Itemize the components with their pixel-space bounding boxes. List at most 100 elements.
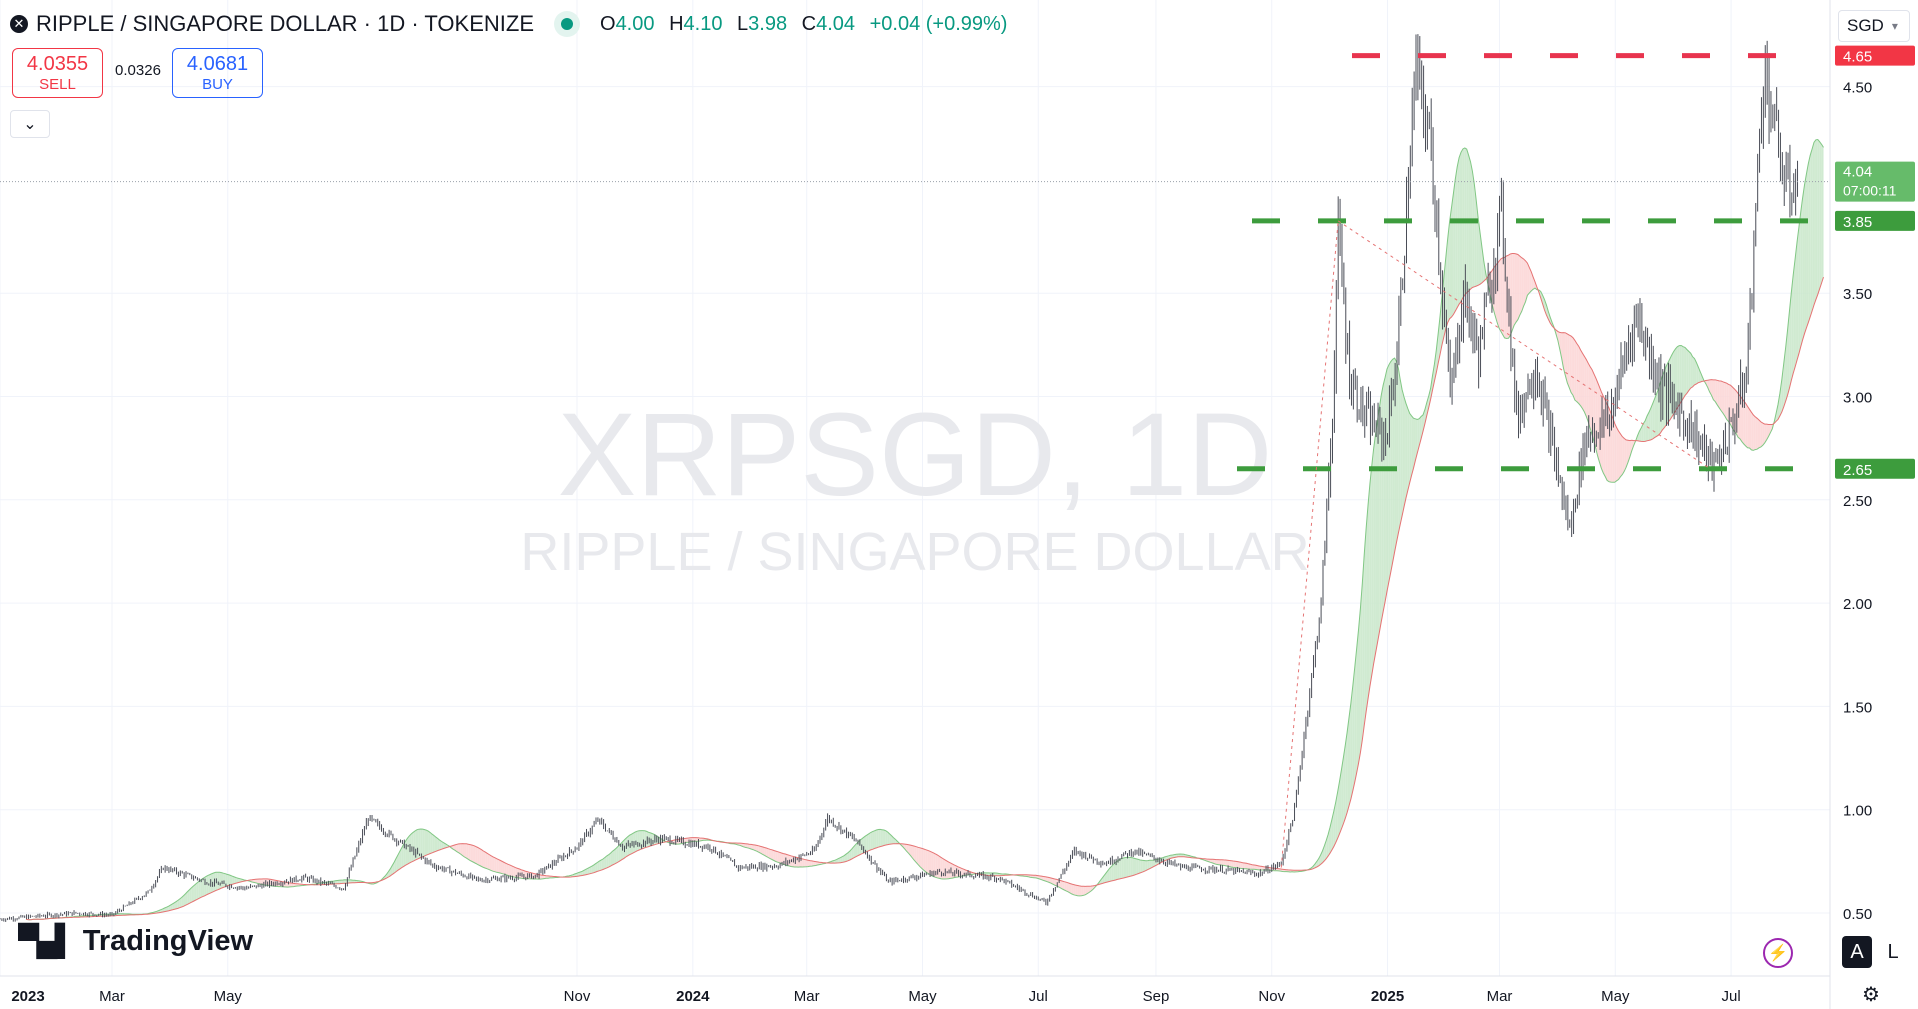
lightning-icon[interactable]: ⚡ <box>1763 938 1793 968</box>
cloud-bull-segment <box>187 890 190 905</box>
cloud-bear-segment <box>768 848 771 859</box>
cloud-bear-segment <box>694 837 697 842</box>
cloud-bear-segment <box>1032 875 1034 878</box>
cloud-bull-segment <box>1817 139 1820 295</box>
cloud-bear-segment <box>1584 356 1587 417</box>
cloud-bear-segment <box>1069 883 1072 895</box>
cloud-bull-segment <box>1330 819 1332 854</box>
cloud-bear-segment <box>1743 400 1746 447</box>
cloud-bull-segment <box>229 874 231 886</box>
cloud-bull-segment <box>1147 860 1150 870</box>
cloud-bull-segment <box>580 871 583 876</box>
symbol-title[interactable]: RIPPLE / SINGAPORE DOLLAR · 1D · TOKENIZ… <box>36 11 534 36</box>
cloud-bear-segment <box>1219 859 1222 866</box>
cloud-bull-segment <box>882 829 884 847</box>
cloud-bull-segment <box>185 891 188 906</box>
cloud-bear-segment <box>1221 859 1224 866</box>
cloud-bull-segment <box>1648 408 1651 441</box>
currency-label: SGD <box>1847 16 1884 35</box>
cloud-bull-segment <box>1806 163 1809 328</box>
cloud-bear-segment <box>504 862 507 875</box>
cloud-bear-segment <box>804 859 807 867</box>
cloud-bull-segment <box>604 855 607 869</box>
cloud-bull-segment <box>878 829 881 848</box>
time-tick-label: Mar <box>794 988 820 1005</box>
cloud-bear-segment <box>745 843 748 848</box>
cloud-bull-segment <box>1130 857 1133 877</box>
buy-button[interactable]: 4.0681 BUY <box>172 48 263 98</box>
cloud-bull-segment <box>1345 732 1348 819</box>
cloud-bull-segment <box>1364 528 1367 726</box>
cloud-bear-segment <box>1047 877 1050 883</box>
cloud-bull-segment <box>1404 396 1406 508</box>
cloud-bear-segment <box>458 843 461 855</box>
symbol-watermark: XRPSGD, 1D RIPPLE / SINGAPORE DOLLAR <box>520 389 1309 582</box>
cloud-bear-segment <box>1572 337 1575 401</box>
cloud-bear-segment <box>1721 380 1723 414</box>
symbol-header: ✕ RIPPLE / SINGAPORE DOLLAR · 1D · TOKEN… <box>10 10 1016 38</box>
cloud-bull-segment <box>1333 802 1336 847</box>
cloud-bull-segment <box>1453 179 1456 315</box>
cloud-bear-segment <box>1083 886 1086 896</box>
collapse-toggle-button[interactable]: ⌄ <box>10 110 50 138</box>
price-axis[interactable]: 0.50 1.00 1.50 2.00 2.50 3.00 3.50 4.50 4.65 3.85… <box>1829 0 1915 1009</box>
settings-gear-icon[interactable]: ⚙ <box>1862 984 1880 1006</box>
cloud-bull-segment <box>608 853 611 868</box>
cloud-bull-segment <box>1350 685 1353 799</box>
tradingview-logo[interactable]: ▀▄▌ TradingView <box>18 924 253 958</box>
cloud-bear-segment <box>1502 257 1505 338</box>
drawing-overlays[interactable] <box>0 53 1830 868</box>
buy-label: BUY <box>202 76 233 93</box>
cloud-bull-segment <box>1460 148 1463 302</box>
cloud-bull-segment <box>889 833 892 845</box>
cloud-bear-segment <box>1250 864 1253 870</box>
cloud-bull-segment <box>1417 418 1420 454</box>
cloud-bull-segment <box>855 842 858 857</box>
cloud-bull-segment <box>851 846 854 859</box>
cloud-bull-segment <box>614 848 617 865</box>
cloud-bull-segment <box>1652 398 1655 439</box>
cloud-bull-segment <box>200 878 203 898</box>
cloud-bear-segment <box>1745 403 1748 448</box>
cloud-bull-segment <box>1815 139 1818 300</box>
cloud-bull-segment <box>866 833 869 852</box>
price-tick-label: 0.50 <box>1843 906 1872 923</box>
cloud-bear-segment <box>1216 859 1219 865</box>
sell-button[interactable]: 4.0355 SELL <box>12 48 103 98</box>
cloud-bear-segment <box>1052 878 1055 886</box>
cloud-bear-segment <box>473 845 476 864</box>
cloud-bear-segment <box>1085 886 1088 895</box>
currency-selector[interactable]: SGD ▾ <box>1838 10 1910 42</box>
cloud-bull-segment <box>236 877 239 883</box>
cloud-bull-segment <box>1328 827 1331 857</box>
cloud-bull-segment <box>1432 364 1435 391</box>
cloud-bear-segment <box>1242 862 1245 869</box>
cloud-bull-segment <box>405 838 408 866</box>
log-scale-button[interactable]: L <box>1887 940 1899 963</box>
market-status[interactable] <box>554 11 580 37</box>
cloud-bull-segment <box>1641 423 1644 442</box>
cloud-bull-segment <box>348 879 351 884</box>
cloud-bull-segment <box>179 897 182 908</box>
cloud-bear-segment <box>1227 860 1230 867</box>
cloud-bear-segment <box>1620 433 1623 477</box>
cloud-bull-segment <box>1392 358 1395 563</box>
time-axis[interactable]: 2023 Mar May Nov 2024 Mar May Jul Sep Nov 2025 Mar M… <box>0 975 1830 1005</box>
close-icon[interactable]: ✕ <box>10 15 28 33</box>
cloud-bear-segment <box>1569 335 1572 393</box>
cloud-bear-segment <box>1257 865 1260 870</box>
cloud-bull-segment <box>1681 345 1684 402</box>
cloud-bull-segment <box>1683 346 1685 399</box>
auto-scale-button[interactable]: A <box>1842 936 1872 968</box>
cloud-bull-segment <box>194 883 197 901</box>
cloud-bull-segment <box>168 905 171 911</box>
cloud-bull-segment <box>857 840 860 856</box>
cloud-bull-segment <box>1354 649 1357 783</box>
support-upper-price-tag: 3.85 <box>1843 214 1872 231</box>
cloud-line-a <box>25 138 1824 921</box>
cloud-bear-segment <box>684 838 687 843</box>
resistance-price-tag: 4.65 <box>1843 49 1872 66</box>
cloud-bear-segment <box>781 852 784 865</box>
cloud-bull-segment <box>1675 346 1678 412</box>
